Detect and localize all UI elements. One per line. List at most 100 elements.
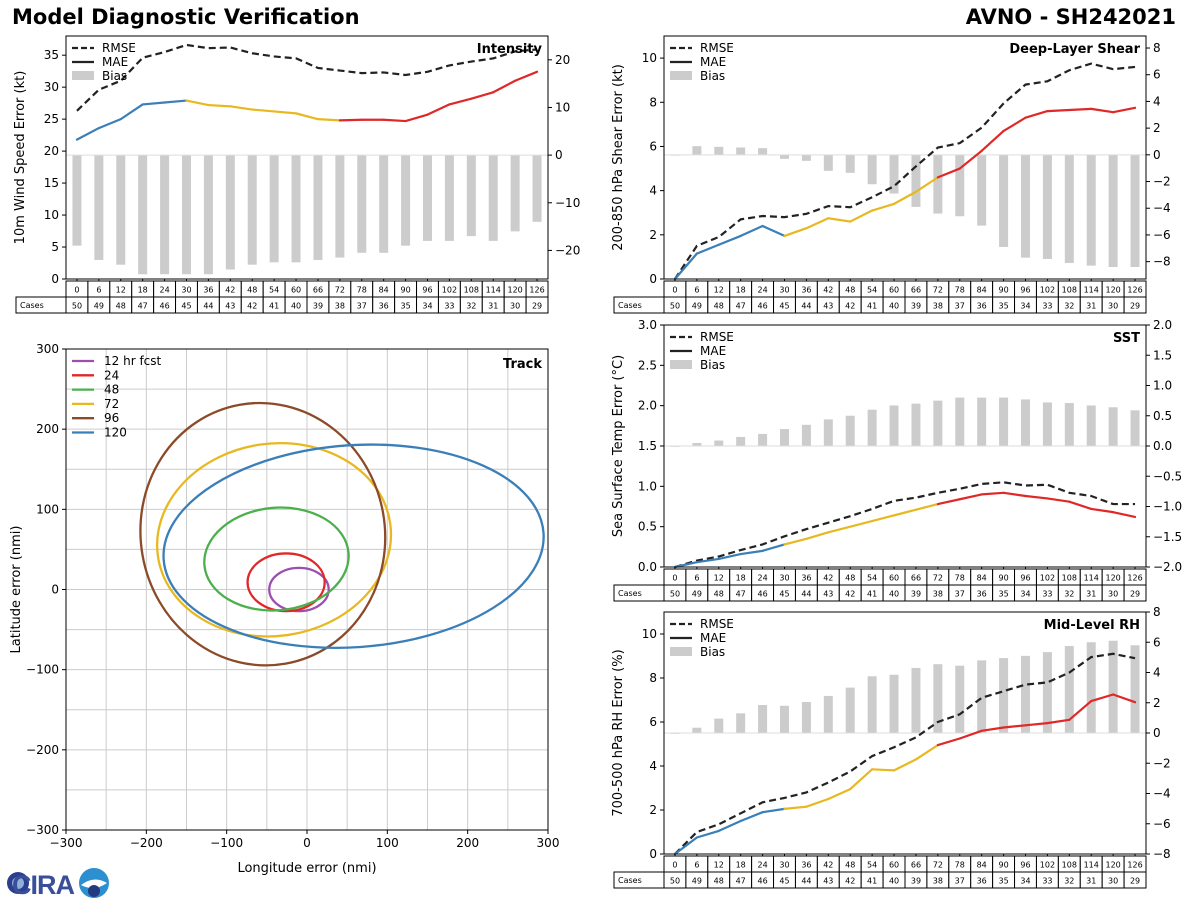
lead-time-label: 66	[313, 286, 323, 295]
y-tick-label: 4	[649, 759, 657, 773]
mae-segment	[914, 502, 939, 511]
y2-tick-label: 1.0	[1153, 379, 1172, 393]
y-axis-label: 10m Wind Speed Error (kt)	[13, 71, 28, 245]
lead-time-label: 42	[823, 574, 833, 583]
rmse-line	[674, 481, 1136, 569]
mae-segment	[980, 491, 1005, 496]
bias-bar	[999, 397, 1009, 446]
panel-title: Mid-Level RH	[1044, 618, 1140, 633]
lead-time-label: 66	[911, 861, 921, 870]
y2-tick-label: 2	[1153, 121, 1161, 135]
cases-value: 49	[692, 877, 702, 886]
cases-cell	[1123, 584, 1147, 602]
y2-tick-label: 6	[1153, 68, 1161, 82]
y2-tick-label: 4	[1153, 666, 1161, 680]
legend-bias-label: Bias	[700, 645, 725, 659]
cases-value: 48	[116, 302, 126, 311]
cases-value: 32	[466, 302, 476, 311]
bias-bar	[867, 154, 877, 185]
mae-segment	[1024, 494, 1049, 500]
lead-time-label: 54	[867, 861, 877, 870]
mae-segment	[695, 829, 720, 839]
lead-time-label: 0	[672, 286, 677, 295]
mae-segment	[849, 209, 874, 223]
y-tick-label: 30	[44, 80, 59, 94]
mae-segment	[980, 129, 1005, 152]
lead-time-label: 24	[757, 574, 767, 583]
mae-segment	[1002, 724, 1027, 729]
y-tick-label: 200	[36, 422, 59, 436]
bias-bar	[269, 155, 279, 263]
cases-value: 46	[757, 877, 767, 886]
y2-tick-label: 2.0	[1153, 318, 1172, 332]
mae-segment	[958, 149, 983, 170]
y-axis-label: 200-850 hPa Shear Error (kt)	[611, 64, 626, 251]
mae-segment	[717, 234, 742, 246]
bias-bar	[72, 155, 82, 246]
bias-bar	[225, 155, 235, 270]
cases-cell	[1123, 871, 1147, 889]
bias-bar	[911, 667, 921, 733]
cases-value: 35	[998, 877, 1008, 886]
legend-bias-label: Bias	[102, 69, 127, 83]
mae-segment	[1046, 718, 1071, 725]
cases-value: 34	[1020, 590, 1030, 599]
cases-value: 38	[933, 590, 943, 599]
legend-label: 12 hr fcst	[104, 354, 162, 368]
mae-segment	[761, 807, 786, 814]
lead-time-label: 6	[694, 286, 699, 295]
mae-segment	[163, 99, 188, 104]
mae-segment	[1068, 699, 1093, 721]
lead-time-label: 0	[672, 861, 677, 870]
mae-segment	[805, 797, 830, 808]
bias-bar	[714, 146, 724, 155]
page-title: Model Diagnostic Verification	[12, 5, 360, 29]
bias-bar	[1086, 405, 1096, 446]
cases-value: 36	[977, 302, 987, 311]
plot-frame	[663, 35, 1147, 280]
bias-bar	[801, 701, 811, 733]
lead-time-label: 18	[736, 861, 746, 870]
track-ellipse-96	[139, 401, 387, 667]
lead-time-label: 18	[736, 286, 746, 295]
cases-value: 48	[714, 590, 724, 599]
cases-value: 34	[1020, 877, 1030, 886]
y2-tick-label: 0	[1153, 726, 1161, 740]
y-tick-label: 0	[649, 847, 657, 861]
mae-segment	[1046, 108, 1071, 113]
cases-value: 33	[444, 302, 454, 311]
y-tick-label: 5	[51, 240, 59, 254]
cases-value: 48	[714, 302, 724, 311]
bias-bar	[1108, 407, 1118, 446]
lead-time-label: 114	[1084, 861, 1099, 870]
cases-value: 47	[736, 590, 746, 599]
y-tick-label: 8	[649, 95, 657, 109]
bias-bar	[999, 154, 1009, 247]
y-tick-label: 10	[44, 208, 59, 222]
bias-bar	[955, 154, 965, 217]
bias-bar	[357, 155, 367, 253]
lead-time-label: 66	[911, 286, 921, 295]
bias-bar	[401, 155, 411, 246]
bias-bar	[247, 155, 257, 265]
y2-tick-label: −2	[1153, 175, 1171, 189]
y-tick-label: 0.0	[638, 560, 657, 574]
cases-value: 36	[977, 877, 987, 886]
lead-time-label: 42	[823, 861, 833, 870]
bias-bar	[692, 727, 702, 733]
lead-time-label: 90	[998, 286, 1008, 295]
cases-value: 45	[779, 302, 789, 311]
cases-value: 37	[955, 877, 965, 886]
bias-bar	[1130, 645, 1140, 733]
legend-rmse-label: RMSE	[102, 41, 136, 55]
bias-bar	[1108, 640, 1118, 733]
cases-value: 41	[867, 590, 877, 599]
y2-tick-label: 8	[1153, 605, 1161, 619]
y-tick-label: 300	[36, 342, 59, 356]
lead-time-label: 102	[1040, 286, 1055, 295]
y2-tick-label: 2	[1153, 696, 1161, 710]
model-storm-label: AVNO - SH242021	[965, 5, 1176, 29]
mae-segment	[1002, 116, 1027, 133]
legend-bias-swatch	[670, 360, 692, 369]
